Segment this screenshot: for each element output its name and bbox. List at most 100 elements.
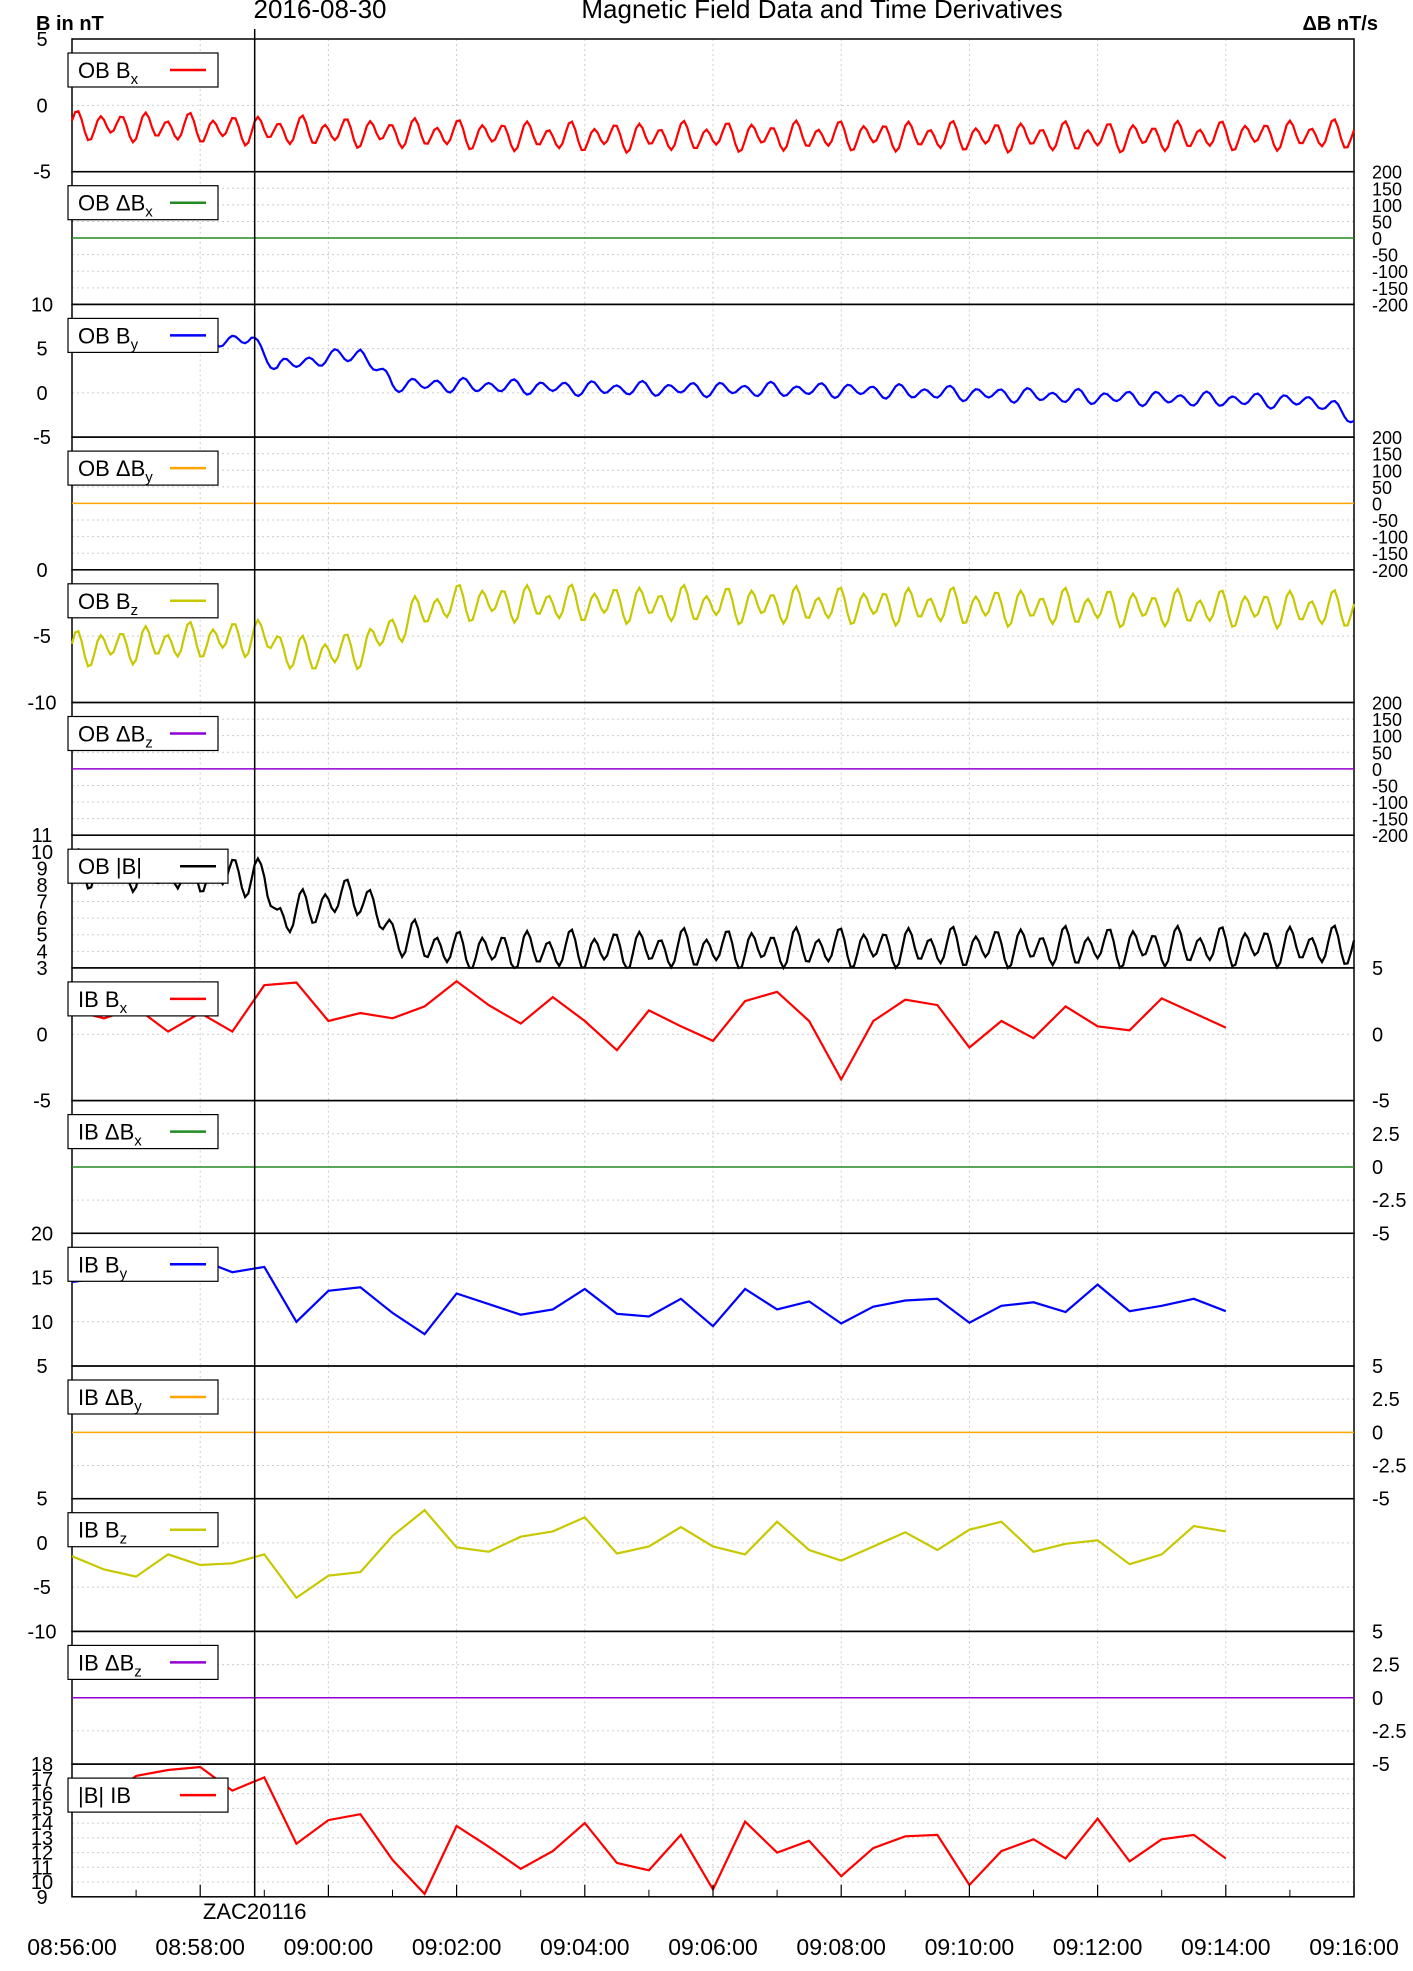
left-tick-label: 11 xyxy=(32,1857,53,1879)
legend-text: |B| IB xyxy=(78,1783,131,1808)
legend-label: OB ΔBy xyxy=(78,456,153,486)
left-tick-label: 12 xyxy=(31,1843,53,1865)
right-tick-label: 0 xyxy=(1372,1024,1383,1046)
right-tick-label: 200 xyxy=(1372,694,1402,714)
x-tick-label: 09:04:00 xyxy=(540,1934,630,1960)
right-tick-label: -50 xyxy=(1372,776,1398,796)
right-tick-label: 5 xyxy=(1372,1356,1383,1378)
left-tick-label: 5 xyxy=(36,925,47,947)
legend-text: OB ΔB xyxy=(78,722,145,747)
panel-11: 5 0 -5 -10 IB Bz xyxy=(28,1489,1355,1643)
left-tick-label: 5 xyxy=(36,1489,47,1511)
left-tick-label: 0 xyxy=(36,383,47,405)
legend-label: OB By xyxy=(78,323,139,353)
left-tick-label: 10 xyxy=(31,842,53,864)
right-tick-label: 50 xyxy=(1372,212,1392,232)
left-tick-label: 8 xyxy=(36,875,47,897)
panel-0: 5 0 -5 OB Bx xyxy=(33,29,1356,184)
left-tick-label: 0 xyxy=(36,1533,47,1555)
legend-text: IB B xyxy=(78,1518,120,1543)
left-tick-label: 13 xyxy=(31,1828,53,1850)
series-line xyxy=(71,1765,1227,1896)
series-line xyxy=(71,330,1355,424)
x-tick-label: 09:02:00 xyxy=(412,1934,502,1960)
left-tick-label: 15 xyxy=(31,1268,53,1290)
right-tick-label: 0 xyxy=(1372,1688,1383,1710)
left-tick-label: 18 xyxy=(31,1754,53,1776)
x-tick-label: 09:06:00 xyxy=(668,1934,758,1960)
left-tick-label: 15 xyxy=(31,1798,53,1820)
left-tick-label: 9 xyxy=(36,858,47,880)
x-tick-label: 09:00:00 xyxy=(284,1934,374,1960)
left-tick-label: 20 xyxy=(31,1223,53,1245)
right-tick-label: -5 xyxy=(1372,1754,1390,1776)
legend-label: OB ΔBz xyxy=(78,722,153,752)
right-tick-label: 200 xyxy=(1372,428,1402,448)
left-tick-label: 14 xyxy=(31,1813,53,1835)
legend-text: OB |B| xyxy=(78,854,142,879)
legend-subscript: y xyxy=(145,469,153,486)
left-tick-label: 17 xyxy=(31,1769,53,1791)
x-tick-label: 09:14:00 xyxy=(1181,1934,1271,1960)
right-tick-label: -5 xyxy=(1372,1223,1390,1245)
legend-subscript: x xyxy=(120,1000,128,1017)
right-tick-label: 0 xyxy=(1372,229,1382,249)
left-tick-label: 7 xyxy=(36,892,47,914)
legend-subscript: x xyxy=(145,204,153,221)
legend-subscript: x xyxy=(131,71,139,88)
right-tick-label: -200 xyxy=(1372,561,1408,581)
left-tick-label: 5 xyxy=(36,29,47,51)
right-tick-label: 2.5 xyxy=(1372,1655,1400,1677)
right-tick-label: 150 xyxy=(1372,179,1402,199)
right-tick-label: -5 xyxy=(1372,1091,1390,1113)
legend-label: IB Bz xyxy=(78,1518,127,1548)
series-line xyxy=(70,583,1356,671)
legend-label: IB ΔBz xyxy=(78,1650,142,1680)
panel-8: 2.5 0 -2.5 -5 IB ΔBx xyxy=(67,1099,1406,1245)
legend-text: OB ΔB xyxy=(78,456,145,481)
panel-4: 0 -5 -10 OB Bz xyxy=(28,560,1356,715)
left-tick-label: 4 xyxy=(36,941,47,963)
right-tick-label: 100 xyxy=(1372,461,1402,481)
panel-7: 0 -5 5 0 -5 IB Bx xyxy=(33,958,1390,1113)
right-tick-label: -2.5 xyxy=(1372,1190,1406,1212)
x-tick-label: 09:08:00 xyxy=(796,1934,886,1960)
right-tick-label: -2.5 xyxy=(1372,1721,1406,1743)
left-tick-label: 3 xyxy=(36,958,47,980)
right-tick-label: 0 xyxy=(1372,494,1382,514)
right-tick-label: 100 xyxy=(1372,196,1402,216)
right-tick-label: 100 xyxy=(1372,727,1402,747)
right-axis-label: ΔB nT/s xyxy=(1303,13,1379,35)
left-tick-label: 6 xyxy=(36,908,47,930)
series-line xyxy=(71,1508,1226,1600)
panel-9: 20 15 10 5 IB By xyxy=(31,1223,1355,1378)
legend-subscript: y xyxy=(134,1398,142,1415)
left-tick-label: 5 xyxy=(36,1356,47,1378)
legend-subscript: z xyxy=(134,1663,142,1680)
legend-label: IB Bx xyxy=(78,987,128,1017)
panel-12: 5 2.5 0 -2.5 -5 IB ΔBz xyxy=(67,1621,1406,1776)
left-tick-label: -5 xyxy=(33,626,51,648)
right-tick-label: 50 xyxy=(1372,743,1392,763)
x-tick-label: 09:12:00 xyxy=(1053,1934,1143,1960)
right-tick-label: 0 xyxy=(1372,1157,1383,1179)
left-tick-label: 0 xyxy=(36,560,47,582)
series-line xyxy=(70,847,1356,971)
legend-label: OB |B| xyxy=(78,854,142,879)
right-tick-label: 5 xyxy=(1372,958,1383,980)
legend-text: OB ΔB xyxy=(78,191,145,216)
right-tick-label: -50 xyxy=(1372,246,1398,266)
legend-text: IB B xyxy=(78,987,120,1012)
chart-date: 2016-08-30 xyxy=(254,0,387,24)
left-tick-label: -5 xyxy=(33,427,51,449)
event-marker-label: ZAC20116 xyxy=(203,1899,307,1924)
left-tick-label: -10 xyxy=(28,1621,57,1643)
legend-label: OB ΔBx xyxy=(78,191,153,221)
right-tick-label: 0 xyxy=(1372,1422,1383,1444)
legend-subscript: y xyxy=(131,336,139,353)
right-tick-label: 150 xyxy=(1372,445,1402,465)
